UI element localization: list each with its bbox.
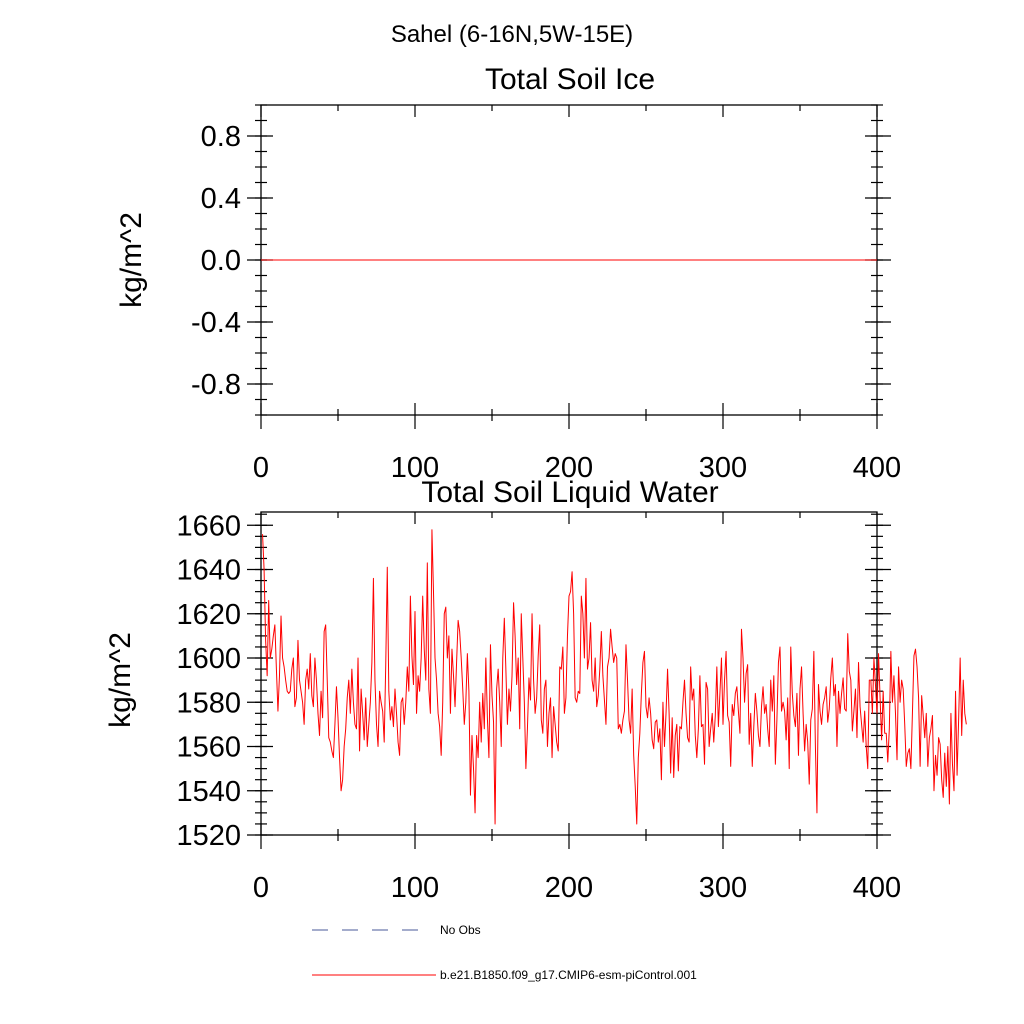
x-tick-label: 300 <box>699 452 747 484</box>
y-tick-label: 1600 <box>176 643 241 675</box>
x-tick-label: 200 <box>545 452 593 484</box>
x-tick-label: 400 <box>853 872 901 904</box>
y-tick-label: 1520 <box>176 820 241 852</box>
x-tick-label: 100 <box>391 452 439 484</box>
panel-title: Total Soil Liquid Water <box>421 476 718 509</box>
plot-frame <box>260 511 878 836</box>
y-tick-label: 1540 <box>176 776 241 808</box>
y-tick-label: -0.8 <box>191 369 241 401</box>
y-tick-label: -0.4 <box>191 307 241 339</box>
x-tick-label: 0 <box>253 872 269 904</box>
y-tick-label: 1640 <box>176 555 241 587</box>
legend-label-model: b.e21.B1850.f09_g17.CMIP6-esm-piControl.… <box>440 968 697 982</box>
panel-total-soil-ice: Total Soil Ice kg/m^2 0 100 200 300 400 -0.8 -… <box>115 63 901 484</box>
y-tick-label: 0.4 <box>201 183 241 215</box>
x-tick-label: 0 <box>253 452 269 484</box>
y-axis-label: kg/m^2 <box>115 212 148 308</box>
figure-title: Sahel (6-16N,5W-15E) <box>391 21 633 48</box>
x-tick-label: 400 <box>853 452 901 484</box>
y-tick-label: 1580 <box>176 687 241 719</box>
legend: No Obs b.e21.B1850.f09_g17.CMIP6-esm-piC… <box>312 923 697 982</box>
panel-total-soil-liquid-water: Total Soil Liquid Water kg/m^2 0 100 200 30… <box>104 476 967 904</box>
x-tick-label: 100 <box>391 872 439 904</box>
y-tick-label: 1620 <box>176 599 241 631</box>
y-tick-label: 1660 <box>176 510 241 542</box>
y-tick-label: 0.8 <box>201 121 241 153</box>
y-tick-label: 1560 <box>176 732 241 764</box>
y-tick-label: 0.0 <box>201 245 241 277</box>
panel-title: Total Soil Ice <box>485 63 655 96</box>
legend-label-no-obs: No Obs <box>440 923 481 937</box>
x-tick-label: 200 <box>545 872 593 904</box>
series-line <box>262 529 967 825</box>
x-tick-label: 300 <box>699 872 747 904</box>
y-axis-label: kg/m^2 <box>104 632 137 728</box>
